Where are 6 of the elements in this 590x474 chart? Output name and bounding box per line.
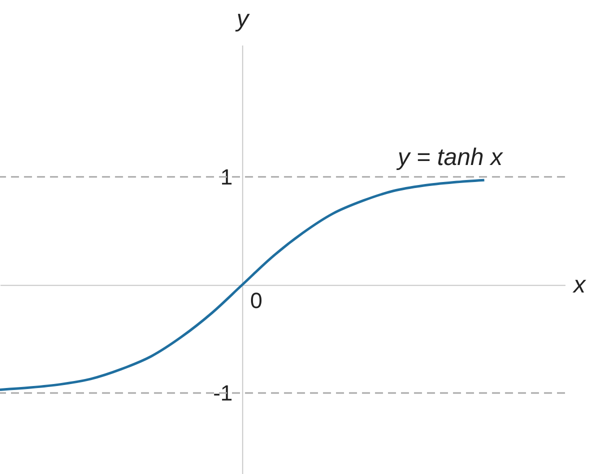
y-tick-label: -1 <box>213 380 233 406</box>
x-axis-title: x <box>572 271 586 298</box>
annotation: 0 <box>250 288 262 313</box>
y-axis-title: y <box>234 6 251 32</box>
y-tick-label: 1 <box>220 164 233 190</box>
annotation: y = tanh x <box>396 144 504 172</box>
